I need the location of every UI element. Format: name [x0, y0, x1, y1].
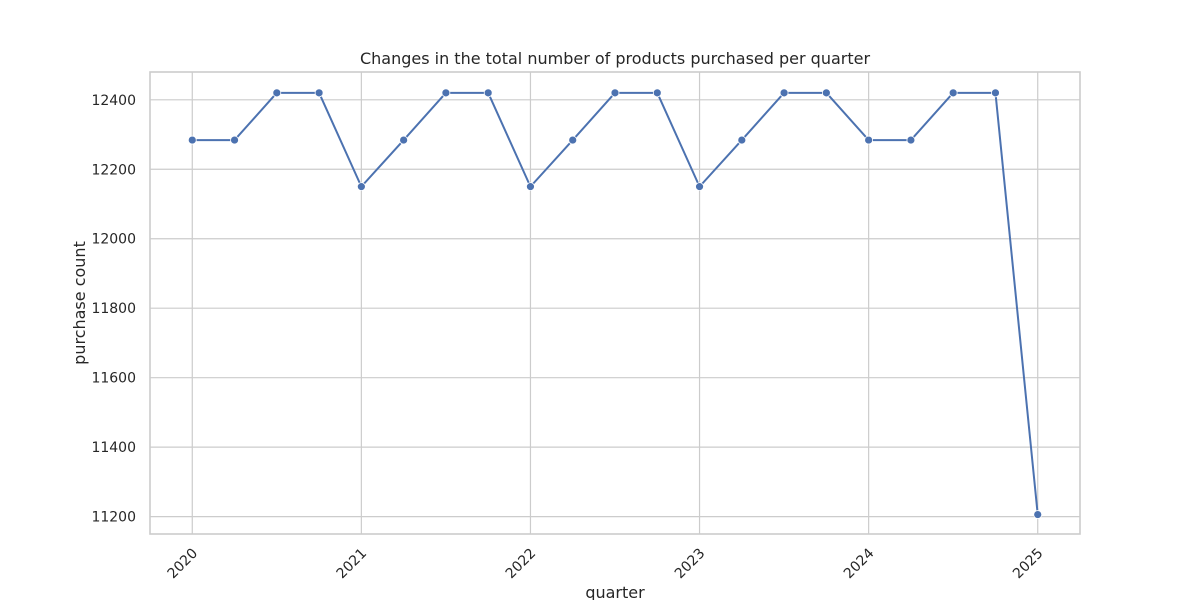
x-tick-label: 2022: [503, 546, 540, 583]
data-point: [991, 89, 999, 97]
data-point: [188, 136, 196, 144]
data-point: [526, 183, 534, 191]
data-point: [231, 136, 239, 144]
y-axis-label: purchase count: [70, 241, 89, 365]
data-point: [1034, 511, 1042, 519]
y-tick-label: 11400: [91, 440, 136, 456]
data-point: [357, 183, 365, 191]
x-tick-label: 2020: [165, 546, 202, 583]
y-tick-label: 12200: [91, 162, 136, 178]
y-tick-label: 11800: [91, 301, 136, 317]
y-tick-label: 11200: [91, 510, 136, 526]
x-tick-label: 2023: [672, 546, 709, 583]
data-point: [949, 89, 957, 97]
series-line: [192, 93, 1037, 515]
y-tick-label: 12400: [91, 93, 136, 109]
data-point: [822, 89, 830, 97]
data-point: [400, 136, 408, 144]
data-point: [653, 89, 661, 97]
chart-title: Changes in the total number of products …: [360, 49, 871, 68]
x-tick-label: 2024: [841, 545, 878, 582]
y-tick-label: 12000: [91, 232, 136, 248]
y-tick-label: 11600: [91, 371, 136, 387]
ticks: 11200 11400 11600 11800 12000 12200 12400 2020 2…: [91, 93, 1046, 582]
data-point: [780, 89, 788, 97]
data-point: [738, 136, 746, 144]
data-point: [442, 89, 450, 97]
data-point: [865, 136, 873, 144]
data-point: [696, 183, 704, 191]
plot-frame: [150, 72, 1080, 534]
x-tick-label: 2025: [1010, 546, 1047, 583]
data-point: [611, 89, 619, 97]
grid: [150, 72, 1080, 534]
data-point: [907, 136, 915, 144]
data-point: [484, 89, 492, 97]
data-point: [273, 89, 281, 97]
x-axis-label: quarter: [585, 583, 645, 600]
data-point: [569, 136, 577, 144]
x-tick-label: 2021: [334, 546, 371, 583]
data-point: [315, 89, 323, 97]
series: [188, 89, 1041, 519]
